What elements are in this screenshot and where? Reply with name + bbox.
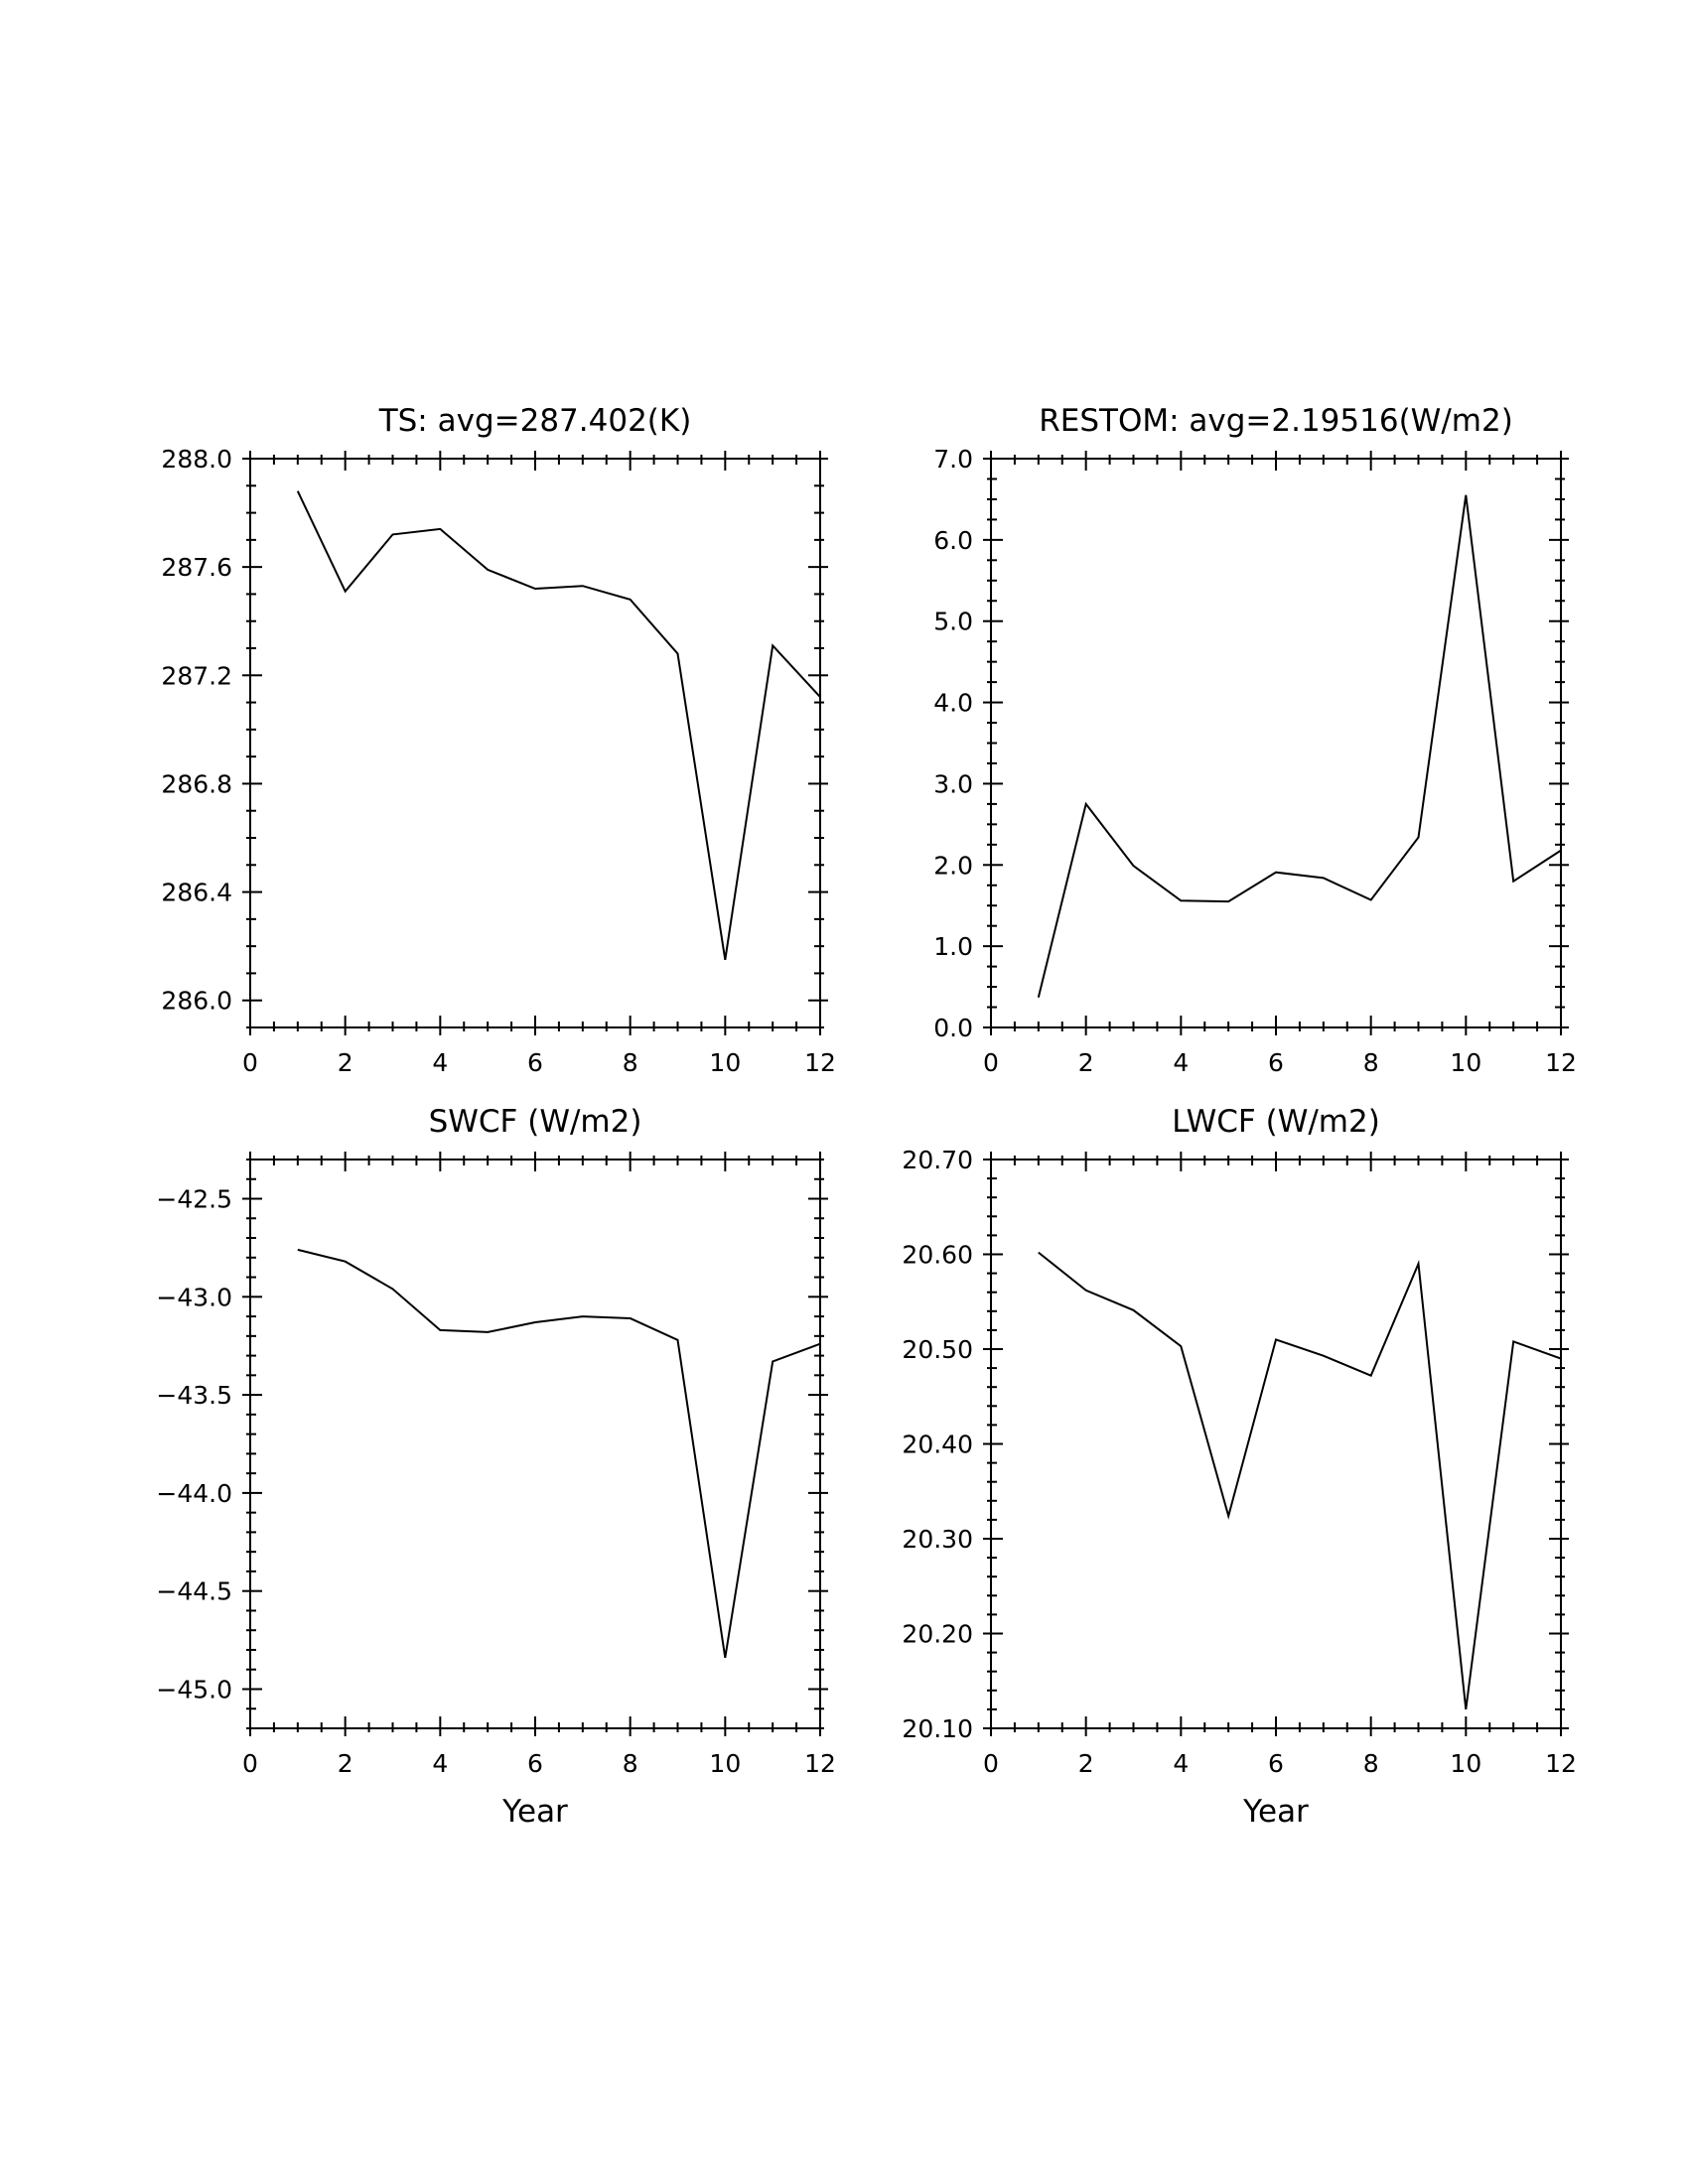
x-tick-label: 10 — [1450, 1749, 1481, 1778]
series-line — [297, 1248, 821, 1659]
x-tick-label: 6 — [527, 1749, 543, 1778]
y-tick-label: 20.10 — [902, 1714, 973, 1743]
y-tick-label: 1.0 — [933, 932, 973, 961]
x-tick-label: 6 — [1268, 1749, 1284, 1778]
x-tick-label: 10 — [709, 1048, 741, 1077]
y-tick-label: 20.60 — [902, 1241, 973, 1270]
y-tick-label: 7.0 — [933, 445, 973, 474]
y-tick-label: 20.40 — [902, 1431, 973, 1459]
y-tick-label: 20.50 — [902, 1335, 973, 1364]
x-tick-label: 2 — [338, 1048, 353, 1077]
chart-panel-1: TS: avg=287.402(K) 0 2 4 6 8 10 12 286.0 286.4 286… — [161, 403, 835, 1077]
x-tick-label: 12 — [804, 1048, 836, 1077]
x-tick-label: 4 — [432, 1048, 448, 1077]
x-tick-label: 8 — [1363, 1048, 1379, 1077]
y-tick-label: 20.30 — [902, 1525, 973, 1554]
x-tick-label: 4 — [432, 1749, 448, 1778]
y-tick-label: −42.5 — [156, 1185, 232, 1214]
series-line — [1038, 1251, 1562, 1710]
x-tick-label: 0 — [242, 1749, 258, 1778]
x-tick-label: 12 — [1545, 1749, 1577, 1778]
chart-title: TS: avg=287.402(K) — [378, 403, 692, 439]
y-tick-label: 5.0 — [933, 608, 973, 636]
y-tick-label: 286.0 — [161, 987, 232, 1016]
chart-title: SWCF (W/m2) — [429, 1104, 642, 1140]
x-tick-label: 8 — [623, 1749, 638, 1778]
y-tick-label: 0.0 — [933, 1014, 973, 1042]
x-tick-label: 10 — [709, 1749, 741, 1778]
y-tick-label: 3.0 — [933, 769, 973, 798]
y-tick-label: 287.2 — [161, 661, 232, 690]
y-tick-label: −45.0 — [156, 1675, 232, 1704]
series-line — [1037, 494, 1562, 998]
y-tick-label: −43.5 — [156, 1381, 232, 1410]
x-tick-label: 0 — [242, 1048, 258, 1077]
x-tick-label: 12 — [1545, 1048, 1577, 1077]
x-tick-label: 2 — [1078, 1749, 1094, 1778]
x-tick-label: 6 — [1268, 1048, 1284, 1077]
x-tick-label: 0 — [983, 1749, 999, 1778]
x-tick-label: 2 — [1078, 1048, 1094, 1077]
y-tick-label: −44.0 — [156, 1479, 232, 1508]
x-tick-label: 8 — [1363, 1749, 1379, 1778]
y-tick-label: 4.0 — [933, 689, 973, 718]
chart-panel-2: RESTOM: avg=2.19516(W/m2) 0 2 4 6 8 10 12 0.0 1.0… — [933, 403, 1577, 1077]
x-tick-label: 6 — [527, 1048, 543, 1077]
x-tick-label: 8 — [623, 1048, 638, 1077]
y-tick-label: 287.6 — [161, 553, 232, 582]
y-tick-label: 2.0 — [933, 851, 973, 880]
x-tick-label: 10 — [1450, 1048, 1481, 1077]
x-tick-label: 12 — [804, 1749, 836, 1778]
x-axis-label: Year — [1242, 1794, 1309, 1830]
chart-title: RESTOM: avg=2.19516(W/m2) — [1039, 403, 1513, 439]
y-tick-label: −43.0 — [156, 1283, 232, 1311]
x-axis-label: Year — [501, 1794, 568, 1830]
series-line — [296, 490, 821, 960]
chart-title: LWCF (W/m2) — [1172, 1104, 1380, 1140]
x-tick-label: 4 — [1173, 1048, 1189, 1077]
y-tick-label: −44.5 — [156, 1577, 232, 1606]
y-tick-label: 20.20 — [902, 1620, 973, 1649]
chart-panel-4: LWCF (W/m2) 0 2 4 6 8 10 12 20.10 20.20 20.30 20.40… — [902, 1104, 1576, 1830]
y-tick-label: 6.0 — [933, 526, 973, 555]
x-tick-label: 4 — [1173, 1749, 1189, 1778]
y-tick-label: 286.8 — [161, 769, 232, 798]
y-tick-label: 286.4 — [161, 879, 232, 907]
y-tick-label: 20.70 — [902, 1146, 973, 1174]
chart-panel-3: SWCF (W/m2) 0 2 4 6 8 10 12 −45.0 −44.5 −44.0 −43.5… — [156, 1104, 836, 1830]
x-tick-label: 2 — [338, 1749, 353, 1778]
panels: TS: avg=287.402(K)0 2 4 6 8 10 12286.0286.4286… — [156, 403, 1577, 1830]
x-tick-label: 0 — [983, 1048, 999, 1077]
y-tick-label: 288.0 — [161, 445, 232, 474]
